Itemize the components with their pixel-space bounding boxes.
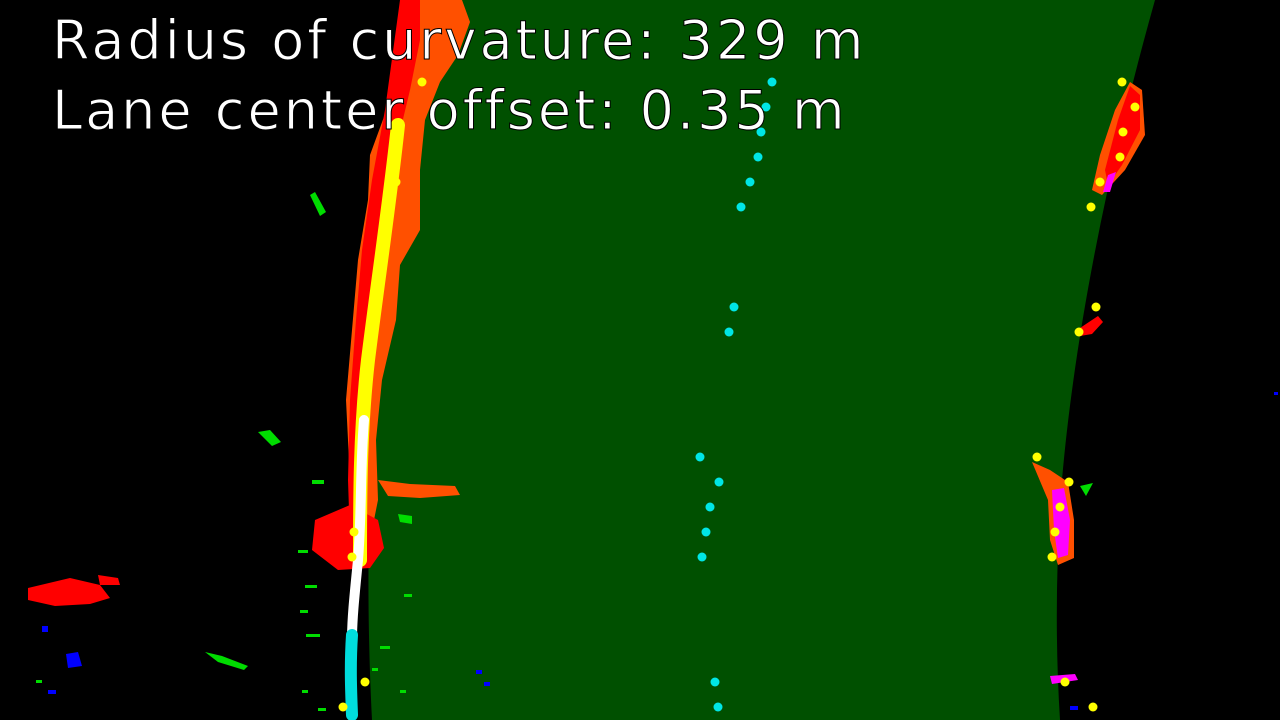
center-dot	[695, 452, 705, 462]
center-dot	[724, 327, 734, 337]
boundary-dot	[1117, 77, 1127, 87]
boundary-dot	[393, 127, 403, 137]
noise-blue	[476, 670, 482, 674]
boundary-dot	[349, 527, 359, 537]
boundary-dot	[347, 552, 357, 562]
boundary-dot	[1060, 677, 1070, 687]
left-lane-glow-top	[346, 0, 470, 540]
noise-green	[258, 430, 281, 446]
noise-green	[36, 680, 42, 683]
boundary-dot	[1118, 127, 1128, 137]
center-dot	[701, 527, 711, 537]
noise-blue	[1070, 706, 1078, 710]
boundary-dot	[390, 152, 400, 162]
boundary-dot	[360, 677, 370, 687]
noise-green	[306, 634, 320, 637]
left-lane-blob-right	[378, 480, 460, 498]
boundary-dot	[1130, 102, 1140, 112]
center-dot	[697, 552, 707, 562]
noise-green	[404, 594, 412, 597]
noise-green	[300, 610, 308, 613]
noise-green	[302, 690, 308, 693]
boundary-dot	[338, 702, 348, 712]
center-dot	[756, 127, 766, 137]
boundary-dots-right	[1032, 77, 1140, 712]
noise-green	[398, 514, 412, 524]
boundary-dot	[417, 77, 427, 87]
right-lane-blob-mid	[1080, 316, 1103, 336]
boundary-dot	[1086, 202, 1096, 212]
center-dot	[736, 202, 746, 212]
fitted-line-white	[347, 415, 369, 645]
noise-blue	[484, 682, 490, 686]
noise-green	[318, 708, 326, 711]
center-dot	[705, 502, 715, 512]
boundary-dot	[1050, 527, 1060, 537]
noise-green	[312, 480, 324, 484]
boundary-dot	[1047, 552, 1057, 562]
fitted-left-line	[344, 118, 405, 720]
center-dot	[729, 302, 739, 312]
boundary-dot	[391, 177, 401, 187]
noise-green	[372, 668, 378, 671]
center-dot	[761, 102, 771, 112]
boundary-dot	[1095, 177, 1105, 187]
boundary-dot	[1091, 302, 1101, 312]
noise-green	[380, 646, 390, 649]
noise-green	[298, 550, 308, 553]
noise-green	[400, 690, 406, 693]
noise-blue	[1274, 392, 1278, 395]
noise-pixels	[36, 192, 1278, 711]
boundary-dot	[1088, 702, 1098, 712]
lane-center-dots	[695, 77, 777, 712]
center-dot	[714, 477, 724, 487]
noise-green	[1080, 483, 1093, 496]
left-lane-blob-far	[28, 578, 110, 606]
boundary-dots-left	[338, 77, 427, 712]
noise-green	[310, 192, 326, 216]
boundary-dot	[1055, 502, 1065, 512]
noise-green	[205, 652, 248, 670]
lane-center-offset-label: Lane center offset: 0.35 m	[52, 79, 848, 142]
center-dot	[767, 77, 777, 87]
center-dot	[710, 677, 720, 687]
left-lane-blob-far-2	[98, 575, 120, 585]
center-dot	[713, 702, 723, 712]
boundary-dot	[1032, 452, 1042, 462]
right-lane-blob-top-magenta	[1103, 172, 1116, 192]
center-dot	[753, 152, 763, 162]
noise-green	[305, 585, 317, 588]
boundary-dot	[1115, 152, 1125, 162]
noise-blue	[42, 626, 48, 632]
boundary-dot	[1064, 477, 1074, 487]
lane-area-fill	[368, 0, 1156, 720]
boundary-dot	[1074, 327, 1084, 337]
fitted-line-cyan	[344, 629, 358, 720]
noise-blue	[48, 690, 56, 694]
radius-of-curvature-label: Radius of curvature: 329 m	[51, 9, 867, 72]
noise-blue	[66, 652, 82, 668]
center-dot	[745, 177, 755, 187]
